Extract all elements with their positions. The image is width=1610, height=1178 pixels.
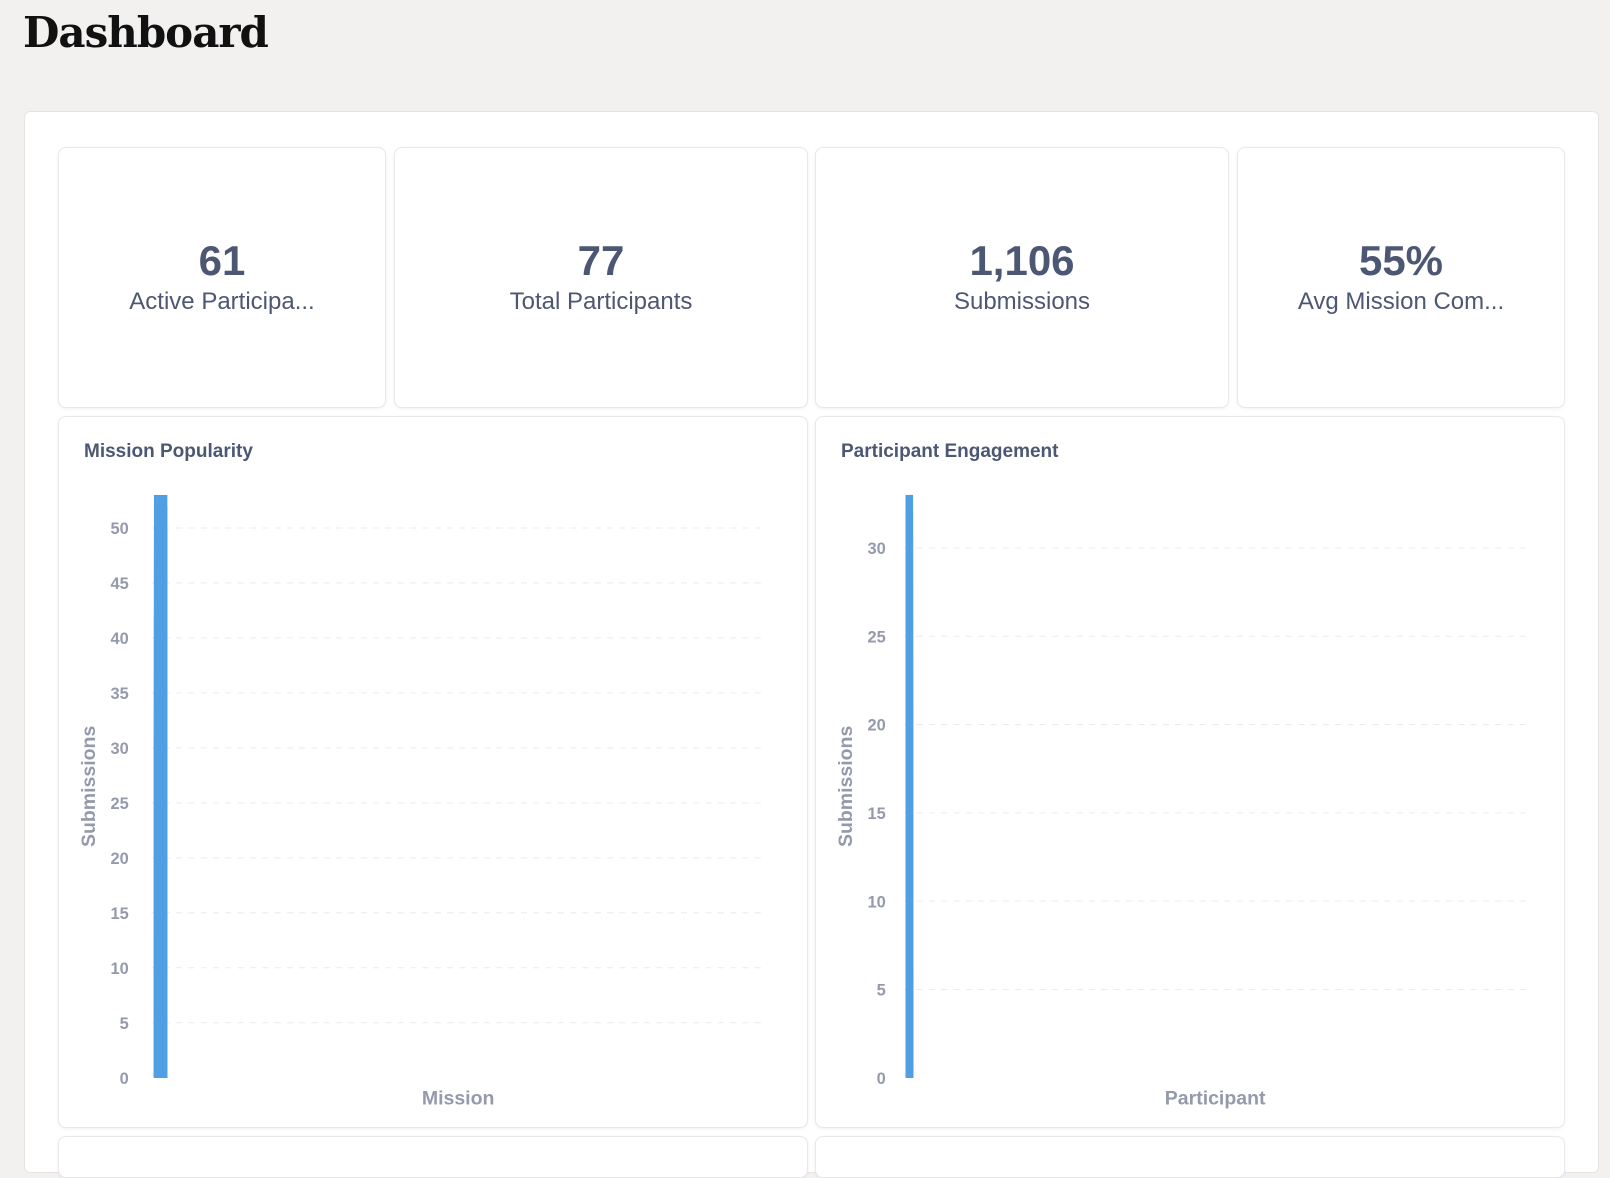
bar (905, 1060, 914, 1078)
bar (153, 1011, 168, 1078)
kpi-label: Active Participa... (129, 287, 315, 315)
kpi-label: Avg Mission Com... (1297, 287, 1505, 315)
kpi-total-participants[interactable]: 77 Total Participants (394, 147, 808, 408)
y-tick-label: 25 (111, 795, 129, 813)
kpi-value: 55% (1358, 236, 1444, 284)
next-card-left (58, 1136, 808, 1178)
y-tick-label: 20 (111, 850, 129, 868)
mission-popularity-chart: 0 5 10 15 20 25 30 35 40 45 50 Mission Submissions (78, 494, 765, 1109)
y-tick-label: 30 (111, 740, 129, 758)
kpi-label: Total Participants (509, 287, 693, 315)
chart-card-mission-popularity: 0 5 10 15 20 25 30 35 40 45 50 Mission Submissions M… (58, 416, 808, 1128)
y-tick-label: 45 (111, 575, 129, 593)
kpi-value: 1,106 (969, 236, 1075, 284)
kpi-label: Submissions (953, 287, 1091, 315)
y-tick-label: 30 (868, 540, 886, 558)
y-tick-label: 5 (120, 1015, 129, 1033)
kpi-avg-mission-completion[interactable]: 55% Avg Mission Com... (1237, 147, 1565, 408)
y-tick-label: 35 (111, 685, 129, 703)
y-tick-label: 0 (120, 1070, 129, 1088)
kpi-submissions[interactable]: 1,106 Submissions (815, 147, 1229, 408)
y-axis-label: Submissions (78, 726, 100, 847)
x-axis-label: Mission (422, 1087, 495, 1109)
y-tick-label: 5 (877, 982, 886, 1000)
chart-card-participant-engagement: 0 5 10 15 20 25 30 Participant Submissions Parti… (815, 416, 1565, 1128)
bar (905, 1024, 914, 1078)
participant-engagement-chart: 0 5 10 15 20 25 30 Participant Submissions (835, 494, 1527, 1109)
page-title: Dashboard (23, 8, 269, 57)
y-axis-label: Submissions (835, 726, 857, 847)
y-tick-label: 25 (868, 628, 886, 646)
kpi-active-participants[interactable]: 61 Active Participa... (58, 147, 386, 408)
y-tick-label: 10 (868, 893, 886, 911)
chart-title[interactable]: Participant Engagement (841, 441, 1059, 462)
y-tick-label: 20 (868, 717, 886, 735)
y-tick-label: 15 (111, 905, 129, 923)
next-card-right (815, 1136, 1565, 1178)
y-tick-label: 15 (868, 805, 886, 823)
chart-title[interactable]: Mission Popularity (84, 441, 253, 462)
kpi-value: 77 (577, 236, 625, 284)
y-tick-label: 50 (111, 520, 129, 538)
kpi-value: 61 (198, 236, 246, 284)
y-tick-label: 0 (877, 1070, 886, 1088)
y-tick-label: 40 (111, 630, 129, 648)
y-tick-label: 10 (111, 960, 129, 978)
x-axis-label: Participant (1165, 1087, 1266, 1109)
